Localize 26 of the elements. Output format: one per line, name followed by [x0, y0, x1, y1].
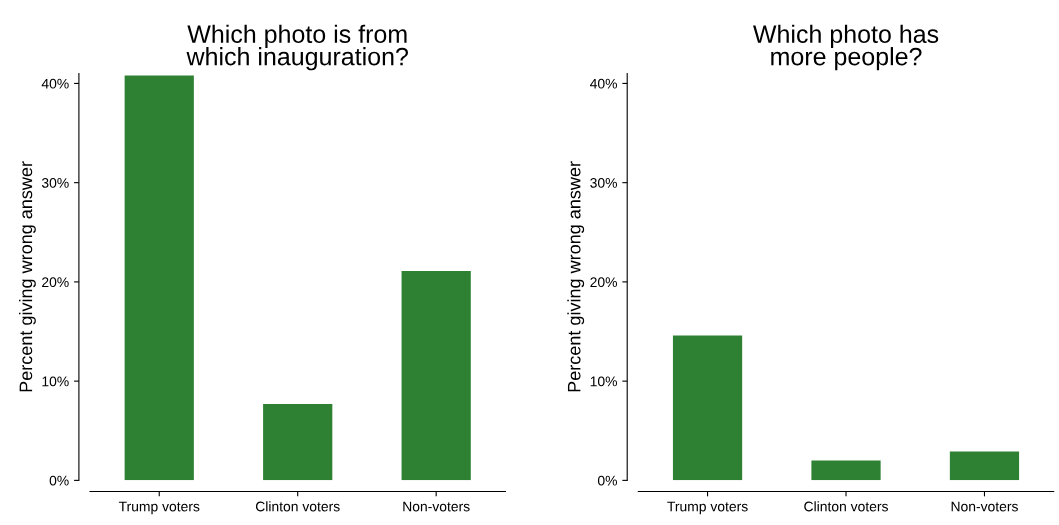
y-tick-label: 0%: [597, 475, 617, 486]
chart-title: Which photo is from which inauguration?: [186, 24, 408, 71]
y-axis-title: Percent giving wrong answer: [19, 161, 36, 392]
y-tick-label: 10%: [590, 376, 617, 387]
y-tick-label: 40%: [590, 78, 617, 89]
x-tick-label: Non-voters: [403, 501, 470, 512]
x-tick-label: Trump voters: [667, 501, 748, 515]
bar: [949, 451, 1020, 481]
y-axis-title: Percent giving wrong answer: [567, 161, 585, 392]
bar: [401, 270, 471, 481]
y-tick-label: 30%: [41, 178, 69, 188]
x-tick-label: Clinton voters: [804, 501, 888, 512]
bar: [672, 335, 743, 481]
y-tick-label: 30%: [590, 178, 617, 188]
chart-title: Which photo has more people?: [753, 24, 939, 71]
y-tick-label: 10%: [42, 376, 69, 387]
bar: [811, 460, 881, 481]
x-tick-label: Clinton voters: [255, 501, 340, 512]
y-tick-label: 40%: [41, 78, 69, 89]
x-tick-label: Non-voters: [951, 501, 1018, 512]
y-tick-label: 0%: [49, 475, 69, 486]
y-tick-label: 20%: [590, 277, 617, 288]
bar: [124, 75, 194, 481]
y-tick-label: 20%: [42, 277, 69, 288]
x-tick-label: Trump voters: [118, 501, 200, 515]
bar: [263, 403, 333, 481]
